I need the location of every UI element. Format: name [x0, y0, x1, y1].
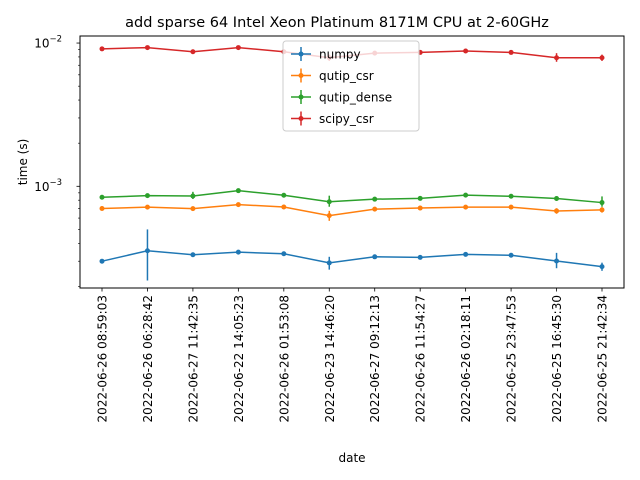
data-point-qutip_dense	[554, 195, 560, 201]
legend: numpy qutip_csr qutip_dense scipy_csr	[282, 40, 420, 132]
legend-label-numpy: numpy	[319, 48, 361, 62]
data-point-qutip_csr	[235, 202, 241, 208]
data-point-qutip_csr	[99, 205, 105, 211]
data-point-scipy_csr	[463, 48, 469, 54]
y-tick-label: 10−2	[34, 35, 62, 51]
data-point-qutip_dense	[281, 192, 287, 198]
series-qutip_dense	[99, 188, 605, 207]
data-point-qutip_csr	[463, 204, 469, 210]
legend-label-scipy_csr: scipy_csr	[319, 112, 374, 126]
data-point-scipy_csr	[190, 49, 196, 55]
data-point-qutip_dense	[99, 194, 105, 200]
data-point-qutip_dense	[508, 193, 514, 199]
x-tick-label: 2022-06-26 06:28:42	[141, 295, 155, 422]
data-point-numpy	[144, 248, 150, 254]
series-numpy	[99, 229, 605, 281]
data-point-qutip_csr	[417, 205, 423, 211]
data-point-scipy_csr	[554, 55, 560, 61]
x-tick-label: 2022-06-27 11:42:35	[186, 295, 200, 422]
x-tick-label: 2022-06-22 14:05:23	[232, 295, 246, 422]
data-point-scipy_csr	[235, 45, 241, 51]
series-line-numpy	[101, 249, 603, 268]
data-point-qutip_dense	[190, 193, 196, 199]
data-point-numpy	[372, 254, 378, 260]
x-tick-label: 2022-06-26 01:53:08	[277, 295, 291, 422]
series-line-qutip_dense	[101, 189, 603, 204]
data-point-qutip_dense	[417, 195, 423, 201]
data-point-qutip_csr	[326, 213, 332, 219]
data-point-numpy	[417, 254, 423, 260]
data-point-numpy	[190, 252, 196, 258]
data-point-qutip_dense	[144, 193, 150, 199]
x-tick-label: 2022-06-25 21:42:34	[596, 295, 610, 422]
series-line-qutip_csr	[101, 203, 603, 217]
y-axis-label: time (s)	[16, 139, 30, 186]
legend-marker-numpy	[298, 51, 304, 57]
data-point-scipy_csr	[99, 46, 105, 52]
data-point-qutip_csr	[190, 206, 196, 212]
x-tick-label: 2022-06-25 16:45:30	[550, 295, 564, 422]
legend-box	[282, 40, 420, 132]
data-point-qutip_dense	[599, 200, 605, 206]
legend-label-qutip_csr: qutip_csr	[319, 69, 374, 83]
x-tick-label: 2022-06-26 11:54:27	[414, 295, 428, 422]
data-point-numpy	[554, 258, 560, 264]
x-tick-label: 2022-06-27 09:12:13	[368, 295, 382, 422]
x-axis-label: date	[338, 451, 365, 465]
data-point-scipy_csr	[144, 45, 150, 51]
x-tick-label: 2022-06-23 14:46:20	[323, 295, 337, 422]
data-point-numpy	[463, 251, 469, 257]
y-tick-label: 10−3	[34, 178, 62, 194]
series-qutip_csr	[99, 202, 605, 221]
axes-frame	[79, 35, 625, 289]
data-point-numpy	[281, 251, 287, 257]
legend-label-qutip_dense: qutip_dense	[319, 91, 392, 105]
data-point-numpy	[599, 264, 605, 270]
chart-title: add sparse 64 Intel Xeon Platinum 8171M …	[125, 15, 549, 31]
data-point-qutip_dense	[235, 188, 241, 194]
legend-marker-scipy_csr	[298, 116, 304, 121]
data-point-qutip_csr	[599, 207, 605, 213]
x-tick-label: 2022-06-25 23:47:53	[505, 295, 519, 422]
legend-marker-qutip_csr	[298, 73, 304, 78]
x-tick-label: 2022-06-26 08:59:03	[96, 295, 110, 422]
data-point-qutip_dense	[326, 199, 332, 205]
data-point-scipy_csr	[599, 55, 605, 61]
axis-ticks: 10−3 10−2 2022-06-26 08:59:03 2022-06-26 06…	[34, 35, 609, 423]
data-point-qutip_csr	[144, 204, 150, 210]
data-point-qutip_csr	[508, 204, 514, 210]
data-point-numpy	[508, 252, 514, 258]
data-point-numpy	[235, 249, 241, 255]
data-point-qutip_csr	[281, 204, 287, 210]
data-point-qutip_dense	[463, 192, 469, 198]
data-point-qutip_csr	[554, 208, 560, 214]
data-point-numpy	[326, 260, 332, 266]
data-point-qutip_csr	[372, 206, 378, 212]
data-point-qutip_dense	[372, 196, 378, 202]
data-point-numpy	[99, 258, 105, 264]
x-tick-label: 2022-06-26 02:18:11	[459, 295, 473, 422]
data-point-scipy_csr	[508, 49, 514, 55]
plot-area	[99, 45, 605, 281]
legend-marker-qutip_dense	[298, 94, 304, 100]
